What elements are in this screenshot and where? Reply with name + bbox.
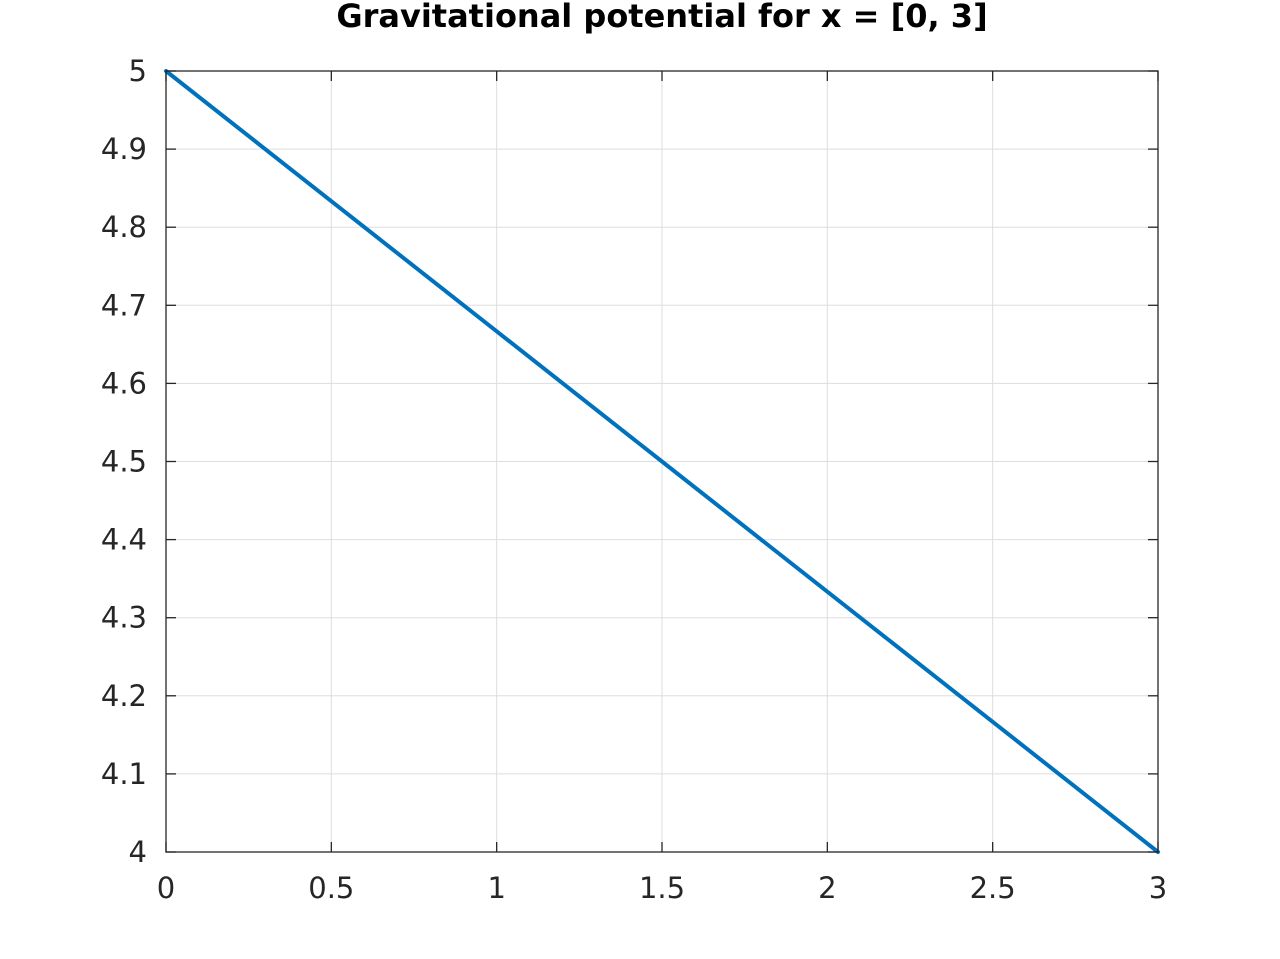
y-axis-tick-labels: 4 4.1 4.2 4.3 4.4 4.5 4.6 4.7 4.8 4.9 5 (101, 54, 147, 869)
x-tick-label: 2 (818, 871, 836, 905)
y-tick-label: 4.6 (101, 366, 147, 400)
y-tick-label: 4.8 (101, 210, 147, 244)
x-tick-label: 1 (487, 871, 505, 905)
chart-title: Gravitational potential for x = [0, 3] (336, 0, 987, 35)
x-tick-label: 3 (1149, 871, 1167, 905)
x-tick-label: 0.5 (308, 871, 354, 905)
x-tick-label: 1.5 (639, 871, 685, 905)
ticks (165, 70, 1159, 853)
x-tick-label: 0 (157, 871, 175, 905)
x-tick-label: 2.5 (970, 871, 1016, 905)
y-tick-label: 4.7 (101, 288, 147, 322)
series-line (164, 69, 1160, 854)
y-tick-label: 4 (129, 835, 147, 869)
y-tick-label: 4.2 (101, 679, 147, 713)
y-tick-label: 5 (129, 54, 147, 88)
series-layer (164, 69, 1160, 854)
y-tick-label: 4.4 (101, 523, 147, 557)
y-tick-label: 4.5 (101, 445, 147, 479)
y-tick-label: 4.1 (101, 757, 147, 791)
y-tick-label: 4.3 (101, 601, 147, 635)
y-tick-label: 4.9 (101, 132, 147, 166)
x-axis-tick-labels: 0 0.5 1 1.5 2 2.5 3 (157, 871, 1167, 905)
